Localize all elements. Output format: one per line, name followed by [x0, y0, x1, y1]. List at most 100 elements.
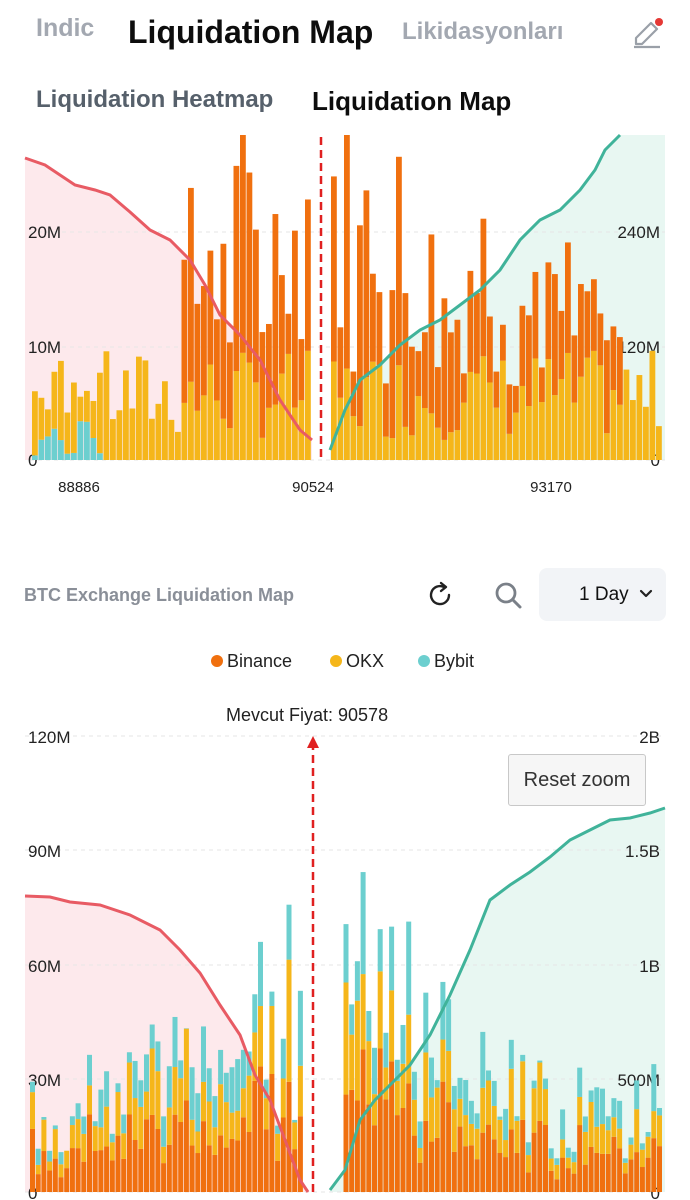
- bar-okx: [604, 433, 610, 460]
- left-axis-tick: 0: [28, 451, 37, 470]
- left-axis-tick: 20M: [28, 223, 61, 242]
- bar-binance: [389, 290, 396, 439]
- bar-okx: [636, 375, 643, 460]
- bar-binance: [233, 165, 240, 372]
- bar-binance: [366, 1104, 372, 1192]
- legend-item-bybit[interactable]: Bybit: [418, 651, 474, 672]
- bar-okx: [480, 356, 487, 460]
- bar-binance: [240, 135, 246, 353]
- bar-binance: [246, 1131, 252, 1192]
- legend-item-okx[interactable]: OKX: [330, 651, 384, 672]
- bar-bybit: [45, 436, 51, 460]
- bar-binance: [617, 337, 623, 405]
- bar-binance: [628, 1159, 634, 1192]
- bar-bybit: [132, 1060, 138, 1099]
- bar-okx: [617, 1128, 623, 1149]
- bar-binance: [617, 1148, 623, 1192]
- left-axis-tick: 120M: [28, 728, 71, 747]
- bar-binance: [591, 279, 597, 351]
- bar-binance: [467, 270, 474, 372]
- bar-binance: [298, 339, 305, 401]
- bar-bybit: [605, 1116, 611, 1131]
- bar-binance: [446, 1102, 452, 1192]
- bar-binance: [429, 1141, 434, 1192]
- bar-binance: [500, 324, 506, 361]
- bar-bybit: [411, 1071, 417, 1100]
- bar-binance: [552, 274, 558, 396]
- bar-bybit: [178, 1060, 184, 1079]
- bar-bybit: [531, 1080, 537, 1089]
- tab-liquidation-heatmap[interactable]: Liquidation Heatmap: [36, 86, 274, 113]
- bar-okx: [506, 433, 513, 460]
- bar-bybit: [594, 1087, 600, 1127]
- right-axis-tick: 240M: [617, 223, 660, 242]
- time-range-select[interactable]: 1 Day: [539, 568, 666, 621]
- top-liquidation-chart[interactable]: 0 0 10M 120M 20M 240M 88886 90524 93170: [0, 130, 690, 510]
- bar-binance: [474, 292, 480, 374]
- bar-okx: [166, 1107, 172, 1145]
- bar-binance: [389, 1061, 395, 1192]
- current-price-label: Mevcut Fiyat: 90578: [226, 705, 389, 725]
- bar-binance: [269, 1073, 275, 1192]
- bar-binance: [35, 1174, 41, 1192]
- bar-bybit: [286, 904, 292, 960]
- bar-okx: [611, 1117, 617, 1137]
- bar-okx: [372, 1094, 377, 1126]
- bar-binance: [58, 1177, 64, 1192]
- refresh-button[interactable]: [422, 577, 458, 613]
- bar-okx: [220, 418, 227, 460]
- bar-binance: [577, 1125, 583, 1192]
- bar-bybit: [537, 1060, 543, 1063]
- tab-likidasyonlari[interactable]: Likidasyonları: [402, 18, 564, 45]
- bar-okx: [422, 407, 428, 460]
- bar-okx: [32, 391, 38, 456]
- bar-binance: [201, 286, 207, 396]
- edit-button[interactable]: [630, 16, 666, 52]
- bar-bybit: [514, 1116, 520, 1121]
- bar-okx: [649, 350, 656, 460]
- bar-bybit: [525, 1142, 531, 1156]
- bar-okx: [129, 408, 136, 460]
- bar-okx: [98, 1127, 104, 1151]
- bar-binance: [370, 273, 376, 362]
- bar-okx: [519, 385, 526, 460]
- bar-okx: [584, 357, 591, 460]
- bar-bybit: [611, 1098, 617, 1118]
- legend-item-binance[interactable]: Binance: [211, 651, 292, 672]
- bar-bybit: [38, 439, 45, 460]
- bar-okx: [194, 410, 201, 460]
- bar-bybit: [451, 1085, 457, 1110]
- bar-binance: [246, 172, 253, 363]
- bar-okx: [201, 1081, 206, 1122]
- bar-okx: [246, 362, 253, 460]
- bar-binance: [104, 1146, 110, 1192]
- bar-okx: [643, 406, 649, 460]
- reset-zoom-button[interactable]: Reset zoom: [508, 754, 646, 806]
- bar-binance: [396, 156, 402, 366]
- bar-binance: [195, 1153, 201, 1192]
- bar-okx: [457, 1098, 463, 1127]
- search-button[interactable]: [490, 577, 526, 613]
- bar-okx: [58, 1164, 64, 1178]
- bar-okx: [565, 1157, 571, 1169]
- legend-label-okx: OKX: [346, 651, 385, 671]
- bar-binance: [434, 1137, 440, 1192]
- tab-indicator[interactable]: Indic: [36, 14, 95, 42]
- bar-okx: [623, 369, 630, 460]
- bar-okx: [252, 1032, 258, 1081]
- bar-okx: [132, 1098, 138, 1141]
- bar-binance: [337, 327, 344, 398]
- bar-bybit: [81, 1116, 87, 1134]
- bar-binance: [194, 303, 201, 411]
- tab-liquidation-map-sub[interactable]: Liquidation Map: [312, 86, 512, 116]
- bar-okx: [162, 381, 168, 460]
- bar-bybit: [657, 1107, 662, 1116]
- refresh-icon: [429, 581, 451, 606]
- bar-okx: [402, 426, 409, 460]
- bar-okx: [207, 364, 214, 460]
- tab-liquidation-map[interactable]: Liquidation Map: [128, 14, 374, 50]
- bar-okx: [181, 402, 188, 460]
- short-cumulative-line: [24, 894, 310, 1193]
- bar-binance: [240, 1117, 246, 1192]
